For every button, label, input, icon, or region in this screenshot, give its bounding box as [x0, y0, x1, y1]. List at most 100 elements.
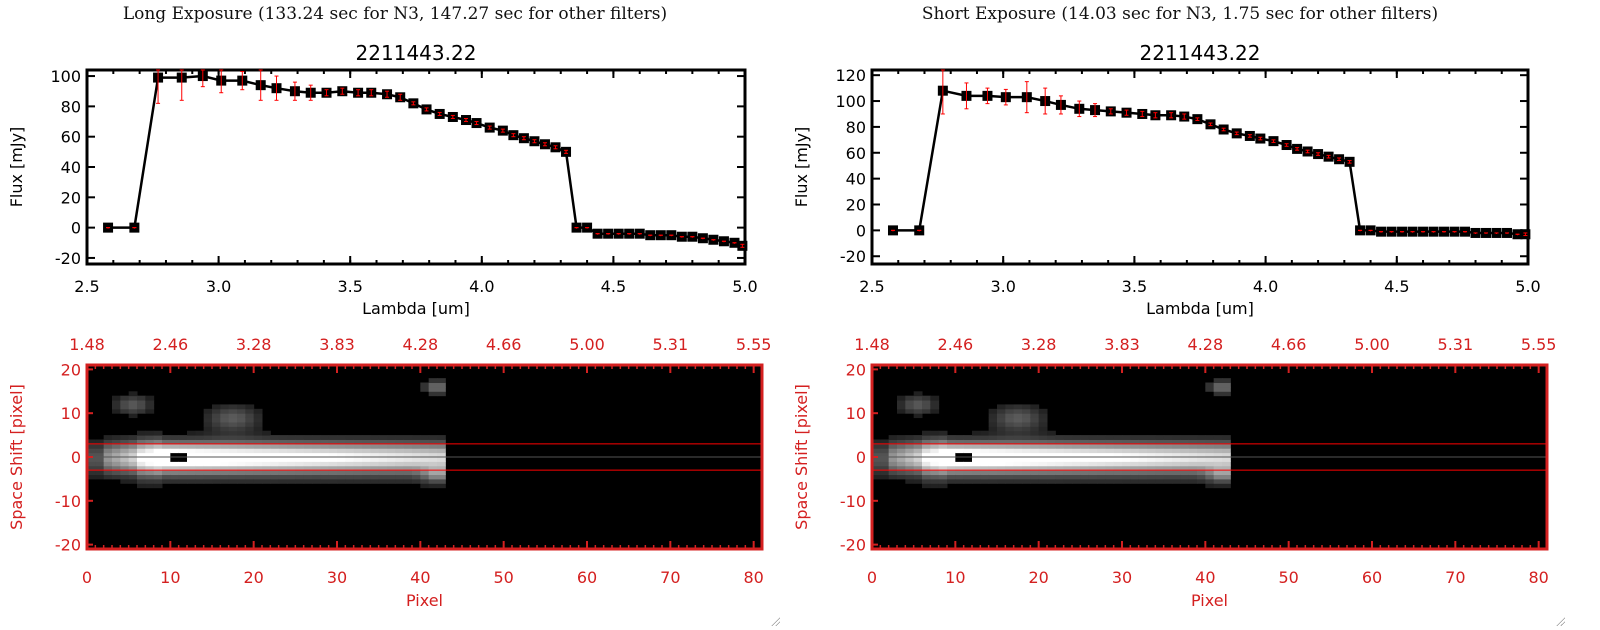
image-pixel	[980, 474, 990, 480]
y-tick-label: 100	[835, 92, 866, 111]
image-pixel	[955, 474, 965, 480]
image-pixel	[897, 400, 906, 405]
x-tick-label: 4.5	[601, 277, 626, 296]
resize-grip-icon[interactable]	[1555, 616, 1565, 626]
image-pixel	[145, 461, 155, 467]
image-pixel	[395, 474, 405, 480]
image-pixel	[988, 426, 998, 432]
image-pixel	[287, 452, 296, 458]
image-pixel	[1005, 408, 1015, 414]
image-pixel	[1072, 439, 1081, 445]
image-pixel	[1072, 448, 1081, 454]
chart-title: 2211443.22	[356, 41, 477, 65]
image-pixel	[112, 448, 121, 454]
y-tick-label: 80	[61, 97, 81, 116]
image-pixel	[378, 443, 388, 449]
image-pixel	[1005, 448, 1015, 454]
image-pixel	[1022, 417, 1031, 423]
image-pixel	[955, 465, 965, 471]
image-pixel	[262, 474, 271, 480]
image-pixel	[420, 386, 430, 392]
image-pixel	[1213, 391, 1223, 397]
image-pixel	[362, 474, 371, 480]
image-pixel	[420, 478, 430, 484]
image-pixel	[1038, 430, 1048, 436]
image-pixel	[1005, 461, 1015, 467]
image-pixel	[897, 435, 906, 440]
y-tick-label: 0	[856, 448, 866, 467]
image-pixel	[428, 478, 438, 484]
y-tick-label: 0	[856, 221, 866, 240]
image-pixel	[1180, 435, 1190, 440]
image-pixel	[988, 443, 998, 449]
image-pixel	[362, 452, 371, 458]
image-pixel	[1163, 443, 1173, 449]
image-pixel	[913, 465, 923, 471]
image-pixel	[913, 395, 923, 401]
image-pixel	[980, 478, 990, 484]
image-pixel	[287, 435, 296, 440]
image-pixel	[1080, 470, 1090, 476]
image-pixel	[87, 448, 96, 454]
image-pixel	[972, 452, 981, 458]
image-pixel	[337, 478, 346, 484]
image-pixel	[253, 465, 263, 471]
image-pixel	[278, 435, 288, 440]
image-pixel	[1055, 470, 1065, 476]
image-pixel	[120, 439, 130, 445]
image-pixel	[938, 452, 948, 458]
image-pixel	[203, 430, 213, 436]
image-pixel	[337, 452, 346, 458]
image-pixel	[938, 430, 948, 436]
image-pixel	[187, 435, 196, 440]
image-pixel	[997, 404, 1006, 410]
image-pixel	[178, 465, 188, 471]
image-pixel	[262, 461, 271, 467]
image-pixel	[897, 470, 906, 476]
top-wavelength-tick-label: 3.28	[236, 335, 272, 354]
image-pixel	[922, 461, 931, 467]
image-pixel	[1122, 448, 1131, 454]
image-pixel	[228, 470, 238, 476]
image-pixel	[1047, 439, 1056, 445]
image-pixel	[1155, 461, 1165, 467]
image-pixel	[1088, 461, 1098, 467]
image-pixel	[988, 430, 998, 436]
image-pixel	[245, 448, 255, 454]
image-pixel	[428, 378, 438, 384]
top-wavelength-tick-label: 5.31	[653, 335, 689, 354]
image-pixel	[412, 452, 421, 458]
image-pixel	[137, 443, 146, 449]
image-pixel	[1022, 430, 1031, 436]
image-pixel	[237, 474, 246, 480]
image-pixel	[897, 457, 906, 462]
image-pixel	[345, 443, 355, 449]
image-pixel	[103, 452, 113, 458]
image-pixel	[1180, 461, 1190, 467]
image-pixel	[237, 435, 246, 440]
image-pixel	[203, 413, 213, 419]
image-pixel	[1030, 413, 1040, 419]
image-pixel	[170, 439, 180, 445]
image-pixel	[913, 435, 923, 440]
image-pixel	[303, 461, 313, 467]
image-pixel	[1180, 452, 1190, 458]
image-pixel	[262, 430, 271, 436]
image-pixel	[1063, 448, 1073, 454]
image-pixel	[1155, 474, 1165, 480]
image-pixel	[212, 413, 221, 419]
image-pixel	[112, 461, 121, 467]
chart-title: 2211443.22	[1140, 41, 1261, 65]
image-pixel	[162, 448, 171, 454]
image-pixel	[1072, 478, 1081, 484]
image-pixel	[387, 452, 396, 458]
image-pixel	[245, 461, 255, 467]
image-pixel	[1005, 474, 1015, 480]
resize-grip-icon[interactable]	[770, 616, 780, 626]
image-pixel	[145, 452, 155, 458]
image-pixel	[345, 457, 355, 462]
image-pixel	[1038, 452, 1048, 458]
image-pixel	[345, 478, 355, 484]
image-pixel	[128, 465, 138, 471]
image-pixel	[170, 443, 180, 449]
